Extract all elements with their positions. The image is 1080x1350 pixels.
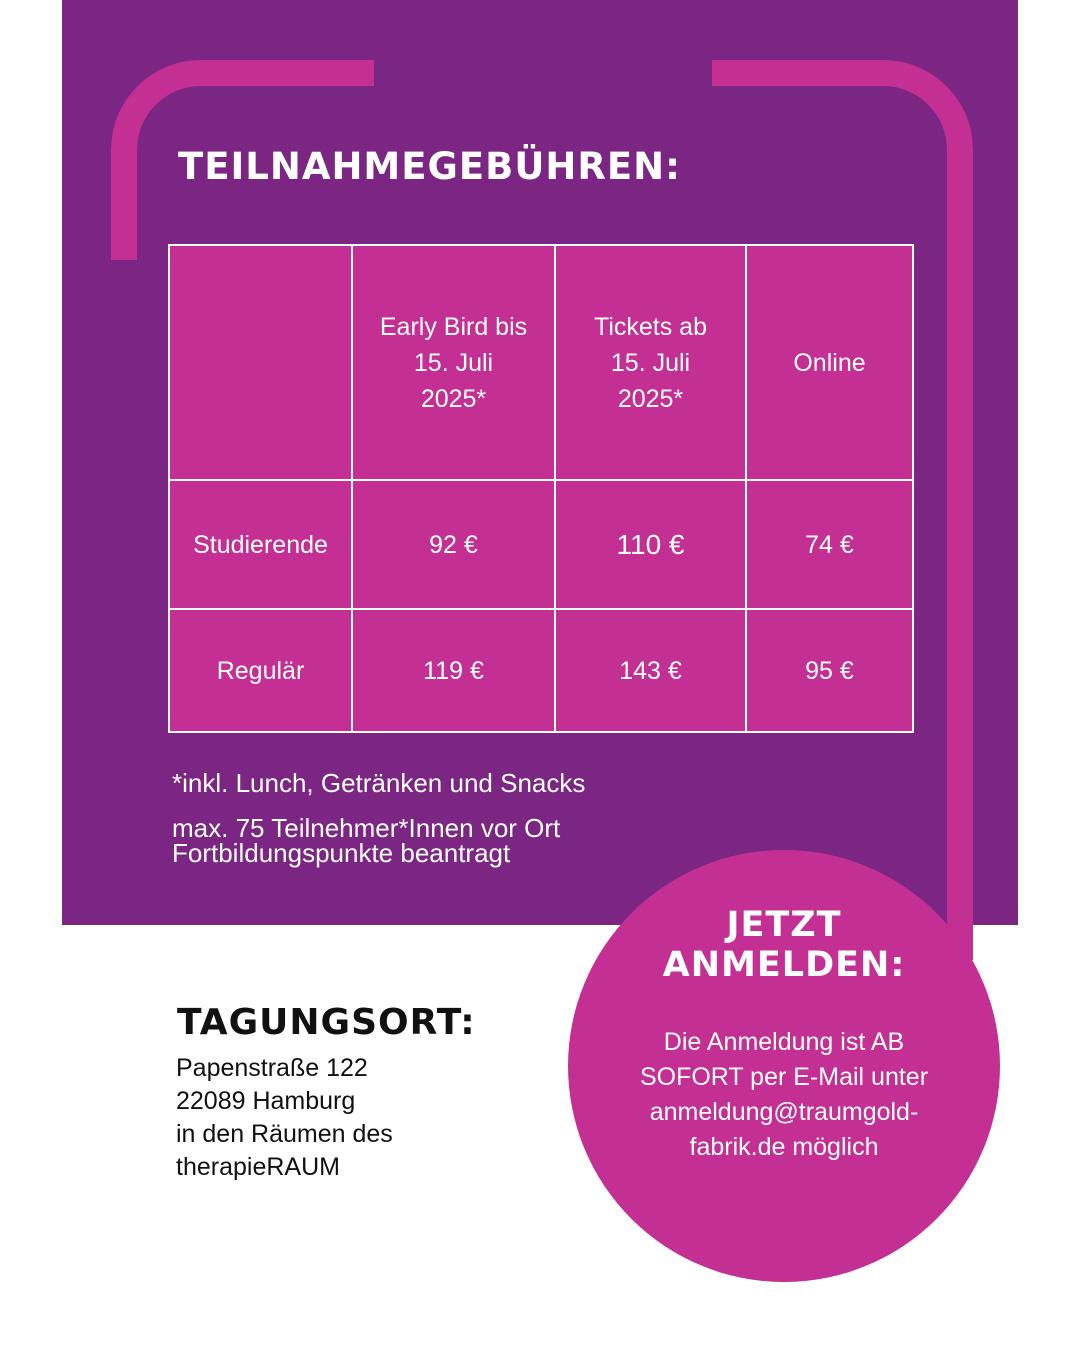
venue-location-name: therapieRAUM: [176, 1153, 340, 1181]
table-header-row: Early Bird bis 15. Juli 2025* Tickets ab…: [168, 244, 914, 481]
signup-email-line: anmeldung@traumgold-: [649, 1098, 919, 1126]
signup-heading-line: JETZT: [726, 905, 842, 945]
price-students-online: 74 €: [745, 479, 914, 610]
note-training-points: Fortbildungspunkte beantragt: [172, 838, 511, 868]
venue-street: Papenstraße 122: [176, 1054, 368, 1082]
header-line: Online: [793, 348, 866, 377]
row-label-regular: Regulär: [168, 608, 353, 733]
note-included-catering: *inkl. Lunch, Getränken und Snacks: [172, 768, 586, 798]
fees-heading: TEILNAHMEGEBÜHREN:: [178, 145, 681, 188]
price-regular-tickets: 143 €: [554, 608, 747, 733]
header-line: 2025*: [617, 384, 684, 413]
header-early-bird: Early Bird bis 15. Juli 2025*: [351, 244, 556, 481]
signup-text-line: fabrik.de möglich: [689, 1133, 879, 1161]
price-students-tickets: 110 €: [554, 479, 747, 610]
signup-text-line: SOFORT per E-Mail unter: [639, 1063, 929, 1091]
note-max-participants: max. 75 Teilnehmer*Innen vor Ort: [172, 813, 561, 843]
header-tickets: Tickets ab 15. Juli 2025*: [554, 244, 747, 481]
signup-heading-line: ANMELDEN:: [662, 945, 906, 985]
signup-circle: JETZT ANMELDEN: Die Anmeldung ist AB SOF…: [568, 850, 1000, 1282]
fees-table: Early Bird bis 15. Juli 2025* Tickets ab…: [168, 244, 914, 733]
header-line: 15. Juli: [413, 348, 494, 377]
table-row: Studierende 92 € 110 € 74 €: [168, 479, 914, 610]
signup-text: Die Anmeldung ist AB SOFORT per E-Mail u…: [608, 1025, 960, 1165]
header-line: Tickets ab: [593, 312, 707, 341]
price-regular-online: 95 €: [745, 608, 914, 733]
signup-heading: JETZT ANMELDEN:: [568, 905, 1000, 985]
header-line: 2025*: [420, 384, 487, 413]
venue-location-note: in den Räumen des: [176, 1120, 393, 1148]
venue-address: Papenstraße 122 22089 Hamburg in den Räu…: [176, 1052, 393, 1184]
header-online: Online: [745, 244, 914, 481]
venue-heading: TAGUNGSORT:: [177, 1002, 476, 1043]
price-students-early-bird: 92 €: [351, 479, 556, 610]
header-line: Early Bird bis: [379, 312, 528, 341]
table-corner-cell: [168, 244, 353, 481]
signup-text-line: Die Anmeldung ist AB: [663, 1028, 905, 1056]
venue-city: 22089 Hamburg: [176, 1087, 356, 1115]
price-regular-early-bird: 119 €: [351, 608, 556, 733]
header-line: 15. Juli: [610, 348, 691, 377]
row-label-students: Studierende: [168, 479, 353, 610]
table-row: Regulär 119 € 143 € 95 €: [168, 608, 914, 733]
